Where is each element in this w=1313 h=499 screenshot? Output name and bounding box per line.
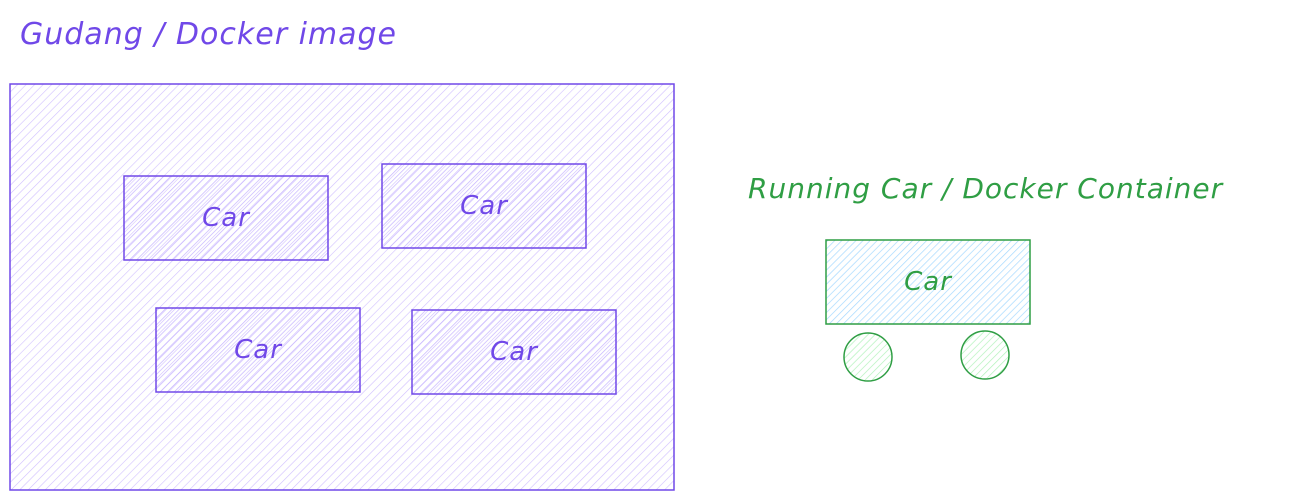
running-car-label: Car (904, 267, 953, 297)
warehouse-car-1: Car (123, 175, 329, 261)
warehouse-box (9, 83, 675, 491)
running-car-wheel-left (843, 332, 893, 382)
warehouse-car-2: Car (381, 163, 587, 249)
warehouse-car-3-label: Car (234, 335, 283, 365)
warehouse-car-3: Car (155, 307, 361, 393)
warehouse-title: Gudang / Docker image (20, 17, 397, 52)
warehouse-car-4-label: Car (490, 337, 539, 367)
warehouse-car-2-label: Car (460, 191, 509, 221)
running-car-wheel-right (960, 330, 1010, 380)
running-car: Car (825, 239, 1031, 382)
warehouse-car-4: Car (411, 309, 617, 395)
warehouse-car-1-label: Car (202, 203, 251, 233)
running-title: Running Car / Docker Container (748, 172, 1224, 205)
